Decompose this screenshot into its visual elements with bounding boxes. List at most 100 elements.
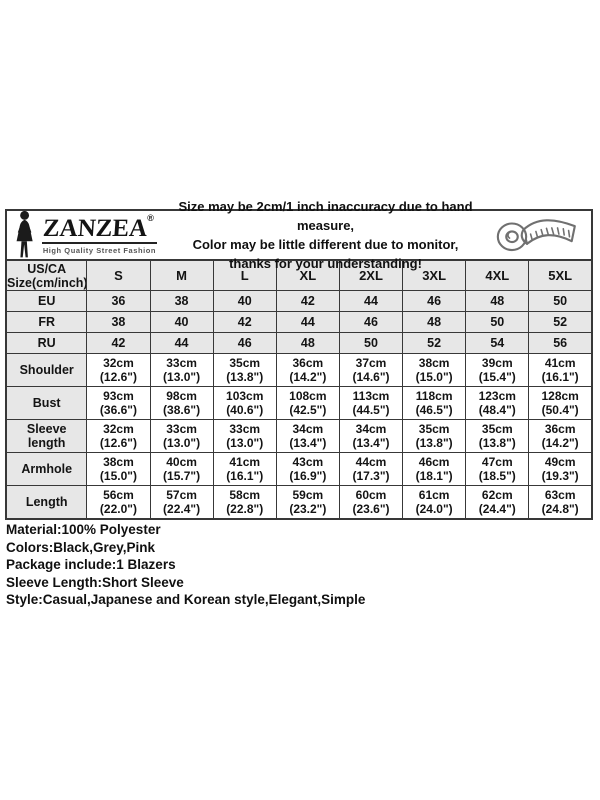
measure-cell: 59cm (23.2")	[275, 485, 340, 520]
size-chart: ZANZEA® High Quality Street Fashion Size…	[5, 199, 593, 520]
size-label-cell: 3XL	[402, 259, 467, 291]
row-label-cell: Armhole	[5, 452, 88, 486]
measure-cell: 41cm (16.1")	[212, 452, 277, 486]
row-label-cell: Shoulder	[5, 353, 88, 387]
measure-cell: 47cm (18.5")	[465, 452, 530, 486]
measuring-tape-icon	[496, 219, 576, 252]
value-cell: 38	[149, 290, 214, 312]
measure-cell: 46cm (18.1")	[402, 452, 467, 486]
row-label-cell: Bust	[5, 386, 88, 420]
measure-cell: 58cm (22.8")	[212, 485, 277, 520]
product-spec-list: Material:100% Polyester Colors:Black,Gre…	[5, 521, 594, 609]
value-cell: 50	[338, 332, 404, 354]
value-cell: 44	[149, 332, 214, 354]
size-label-cell: L	[212, 259, 277, 291]
measure-cell: 35cm (13.8")	[402, 419, 467, 453]
spec-sleeve-length: Sleeve Length:Short Sleeve	[6, 574, 184, 590]
measure-cell: 35cm (13.8")	[465, 419, 530, 453]
measure-cell: 34cm (13.4")	[275, 419, 340, 453]
row-label-cell: Length	[5, 485, 88, 520]
value-cell: 46	[402, 290, 467, 312]
measure-cell: 32cm (12.6")	[86, 353, 151, 387]
measure-cell: 40cm (15.7")	[149, 452, 214, 486]
value-cell: 56	[528, 332, 593, 354]
measure-cell: 61cm (24.0")	[402, 485, 467, 520]
measure-cell: 38cm (15.0")	[86, 452, 151, 486]
size-label-cell: M	[149, 259, 214, 291]
measure-cell: 37cm (14.6")	[338, 353, 404, 387]
size-header-row: US/CA Size(cm/inch) S M L XL 2XL 3XL 4XL 5XL	[5, 259, 593, 291]
header-band: ZANZEA® High Quality Street Fashion Size…	[5, 199, 593, 271]
value-cell: 52	[402, 332, 467, 354]
measure-cell: 118cm (46.5")	[402, 386, 467, 420]
size-label-cell: 5XL	[528, 259, 593, 291]
value-cell: 46	[338, 311, 404, 333]
value-cell: 44	[338, 290, 404, 312]
value-cell: 40	[149, 311, 214, 333]
value-cell: 50	[465, 311, 530, 333]
measure-cell: 34cm (13.4")	[338, 419, 404, 453]
measure-cell: 128cm (50.4")	[528, 386, 593, 420]
measure-cell: 49cm (19.3")	[528, 452, 593, 486]
row-label-cell: EU	[5, 290, 88, 312]
brand-name: ZANZEA	[42, 214, 149, 242]
brand-logo: ZANZEA® High Quality Street Fashion	[7, 210, 162, 260]
woman-silhouette-icon	[16, 210, 33, 258]
measure-cell: 41cm (16.1")	[528, 353, 593, 387]
size-label-cell: S	[86, 259, 151, 291]
value-cell: 50	[528, 290, 593, 312]
spec-material: Material:100% Polyester	[6, 522, 161, 537]
value-cell: 40	[212, 290, 277, 312]
value-cell: 48	[402, 311, 467, 333]
value-cell: 38	[86, 311, 151, 333]
measure-cell: 32cm (12.6")	[86, 419, 151, 453]
corner-cell: US/CA Size(cm/inch)	[5, 259, 88, 291]
measure-cell: 93cm (36.6")	[86, 386, 151, 420]
value-cell: 42	[86, 332, 151, 354]
value-cell: 36	[86, 290, 151, 312]
measure-cell: 63cm (24.8")	[528, 485, 593, 520]
value-cell: 44	[275, 311, 340, 333]
conversion-row: RU 42 44 46 48 50 52 54 56	[5, 332, 593, 354]
measure-cell: 33cm (13.0")	[149, 353, 214, 387]
measurement-row: Bust 93cm (36.6") 98cm (38.6") 103cm (40.6"…	[5, 386, 593, 420]
value-cell: 48	[275, 332, 340, 354]
measure-cell: 108cm (42.5")	[275, 386, 340, 420]
value-cell: 54	[465, 332, 530, 354]
measurement-row: Sleeve length 32cm (12.6") 33cm (13.0") 33c…	[5, 419, 593, 453]
registered-trademark: ®	[147, 212, 154, 223]
measure-cell: 44cm (17.3")	[338, 452, 404, 486]
measure-cell: 57cm (22.4")	[149, 485, 214, 520]
spec-style: Style:Casual,Japanese and Korean style,E…	[6, 592, 366, 607]
disclaimer: Size may be 2cm/1 inch inaccuracy due to…	[162, 197, 489, 273]
conversion-row: EU 36 38 40 42 44 46 48 50	[5, 290, 593, 312]
measure-cell: 43cm (16.9")	[275, 452, 340, 486]
brand-name-row: ZANZEA®	[42, 212, 157, 244]
measurement-row: Armhole 38cm (15.0") 40cm (15.7") 41cm (16.…	[5, 452, 593, 486]
measure-cell: 62cm (24.4")	[465, 485, 530, 520]
measure-cell: 38cm (15.0")	[402, 353, 467, 387]
value-cell: 42	[275, 290, 340, 312]
spec-package: Package include:1 Blazers	[6, 557, 176, 572]
measure-cell: 113cm (44.5")	[338, 386, 404, 420]
row-label-cell: FR	[5, 311, 88, 333]
value-cell: 42	[212, 311, 277, 333]
row-label-cell: Sleeve length	[5, 419, 88, 453]
size-table: US/CA Size(cm/inch) S M L XL 2XL 3XL 4XL 5XL EU 36…	[5, 259, 593, 520]
value-cell: 52	[528, 311, 593, 333]
brand-tagline: High Quality Street Fashion	[42, 245, 157, 255]
measure-cell: 39cm (15.4")	[465, 353, 530, 387]
spec-colors: Colors:Black,Grey,Pink	[6, 539, 156, 555]
measure-cell: 60cm (23.6")	[338, 485, 404, 520]
disclaimer-line-1: Size may be 2cm/1 inch inaccuracy due to…	[178, 199, 473, 233]
size-label-cell: 4XL	[465, 259, 530, 291]
measure-cell: 36cm (14.2")	[528, 419, 593, 453]
row-label-cell: RU	[5, 332, 88, 354]
measurement-row: Length 56cm (22.0") 57cm (22.4") 58cm (22.8…	[5, 485, 593, 520]
size-table-body: US/CA Size(cm/inch) S M L XL 2XL 3XL 4XL 5XL EU 36…	[5, 259, 593, 520]
measure-cell: 33cm (13.0")	[212, 419, 277, 453]
measurement-row: Shoulder 32cm (12.6") 33cm (13.0") 35cm (13…	[5, 353, 593, 387]
measure-cell: 56cm (22.0")	[86, 485, 151, 520]
value-cell: 46	[212, 332, 277, 354]
